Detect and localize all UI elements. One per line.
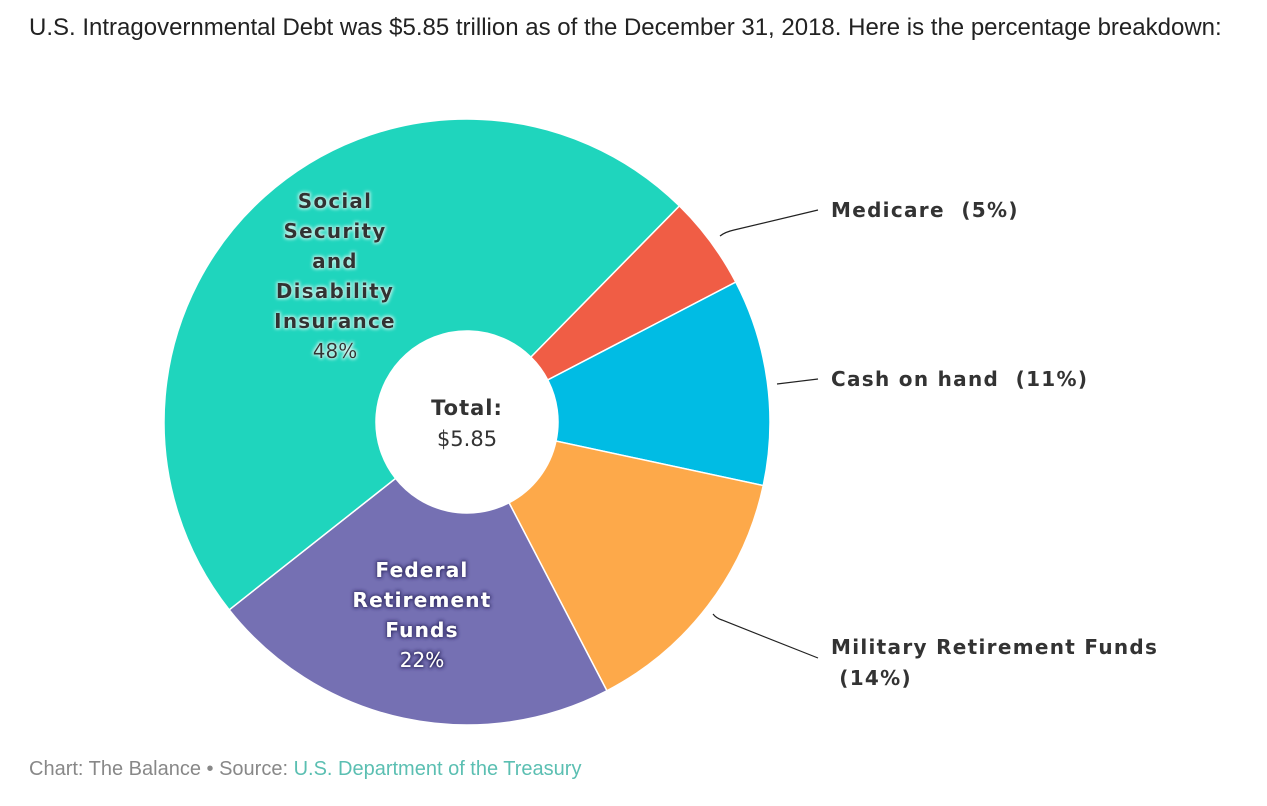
slice-label-federal-retirement-funds: Federal (376, 558, 469, 582)
slice-label-social-security-and-disability-insurance: Insurance (274, 309, 396, 333)
slice-label-social-security-and-disability-insurance: and (312, 249, 358, 273)
leader-lines-group (712, 209, 819, 659)
footer-credit: Chart: The Balance • Source: (29, 758, 294, 780)
slice-label-federal-retirement-funds: Funds (385, 618, 458, 642)
slices-group (163, 118, 771, 726)
slice-label-cash-on-hand: Cash on hand (11%) (831, 367, 1088, 391)
slice-percent-social-security-and-disability-insurance: 48% (313, 339, 357, 363)
slice-percent-federal-retirement-funds: 22% (400, 648, 444, 672)
leader-line-medicare (719, 209, 819, 237)
leader-line-cash-on-hand (776, 378, 819, 385)
slice-label-federal-retirement-funds: Retirement (352, 588, 491, 612)
chart-footer: Chart: The Balance • Source: U.S. Depart… (29, 758, 581, 781)
slice-label-military-retirement-funds: Military Retirement Funds (831, 635, 1158, 659)
leader-line-military-retirement-funds (712, 613, 819, 659)
labels-group: Medicare (5%) Cash on hand (11%) Military … (274, 189, 1158, 690)
slice-label-social-security-and-disability-insurance: Social (298, 189, 372, 213)
slice-label-social-security-and-disability-insurance: Disability (276, 279, 394, 303)
center-total-title: Total: (431, 396, 503, 420)
slice-label-social-security-and-disability-insurance: Security (284, 219, 387, 243)
slice-label-military-retirement-funds: (14%) (831, 666, 912, 690)
slice-label-medicare: Medicare (5%) (831, 198, 1019, 222)
center-total-value: $5.85 (437, 427, 497, 451)
intro-text: U.S. Intragovernmental Debt was $5.85 tr… (29, 14, 1222, 41)
donut-hole (376, 331, 558, 513)
source-link[interactable]: U.S. Department of the Treasury (293, 758, 582, 780)
